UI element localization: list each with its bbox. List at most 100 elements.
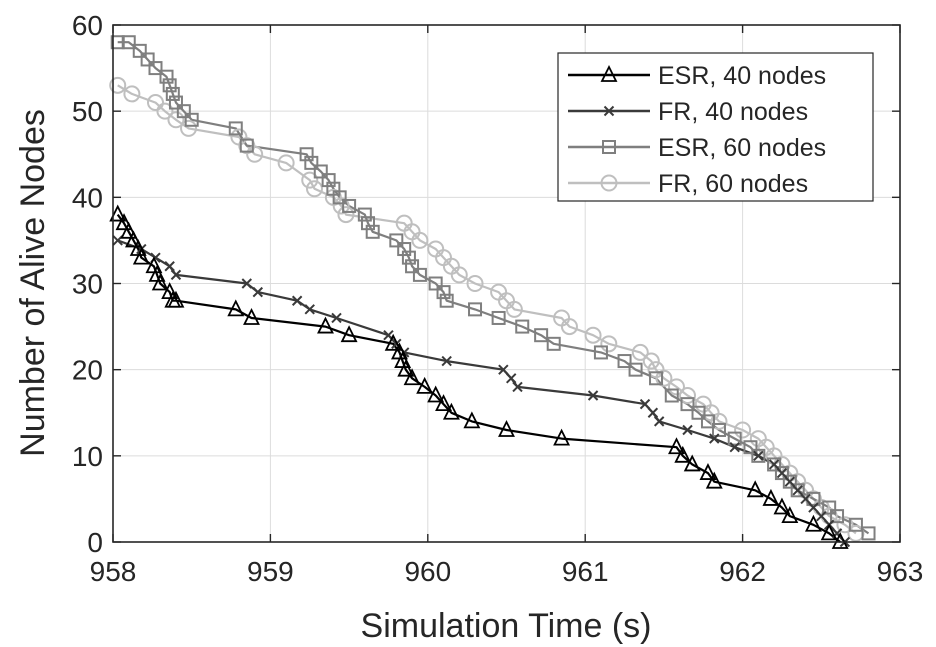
data-point-circle — [123, 85, 141, 103]
data-point-triangle — [115, 213, 133, 231]
y-tick-label: 50 — [72, 96, 103, 127]
data-point-x — [753, 450, 764, 462]
data-point-triangle — [746, 480, 764, 498]
data-point-x — [170, 269, 182, 281]
data-point-x — [506, 373, 517, 384]
y-tick-label: 30 — [72, 269, 103, 300]
data-point-triangle — [227, 299, 245, 317]
data-point-square — [162, 78, 177, 93]
data-point-circle — [156, 102, 174, 120]
x-axis-title: Simulation Time (s) — [361, 607, 652, 645]
data-point-square — [397, 242, 412, 257]
data-point-square — [751, 448, 766, 463]
legend: ESR, 40 nodes FR, 40 nodes ESR, 60 nodes FR… — [557, 52, 874, 202]
data-point-triangle — [705, 471, 723, 489]
data-point-x — [498, 364, 509, 375]
y-tick-label: 10 — [72, 441, 103, 472]
data-point-square — [822, 500, 837, 515]
x-tick-label: 961 — [562, 556, 609, 587]
data-point-square — [782, 474, 797, 489]
tick-labels: 958 959 960 961 962 963 0 10 20 30 40 50 60 — [72, 10, 924, 587]
data-point-square — [342, 198, 357, 213]
data-point-square — [357, 207, 372, 222]
data-point-circle — [600, 335, 618, 353]
data-point-square — [332, 190, 347, 205]
data-point-circle — [734, 421, 752, 439]
data-point-square — [617, 354, 632, 369]
data-point-x — [304, 304, 315, 315]
x-tick-label: 962 — [719, 556, 766, 587]
data-point-circle — [305, 180, 323, 198]
data-point-triangle — [384, 333, 402, 351]
legend-marker-triangle — [600, 64, 618, 82]
data-point-x — [816, 510, 827, 522]
data-point-square — [680, 397, 695, 412]
data-point-square — [593, 345, 608, 360]
data-point-triangle — [120, 221, 138, 239]
series-markers-1 — [112, 235, 851, 548]
data-point-square — [534, 328, 549, 343]
legend-label-1: FR, 40 nodes — [658, 98, 808, 126]
data-point-square — [121, 35, 136, 50]
data-point-square — [176, 104, 191, 119]
data-point-square — [649, 371, 664, 386]
data-point-triangle — [125, 230, 142, 248]
y-axis-title: Number of Alive Nodes — [14, 109, 52, 457]
data-point-square — [848, 517, 863, 532]
data-point-x — [112, 235, 123, 246]
data-point-circle — [411, 231, 429, 249]
data-point-square — [389, 233, 404, 248]
data-point-square — [691, 405, 706, 420]
data-point-circle — [667, 378, 685, 396]
data-point-circle — [246, 145, 264, 163]
data-point-square — [321, 173, 336, 188]
data-point-triangle — [668, 437, 685, 455]
data-point-square — [165, 86, 180, 101]
data-point-triangle — [132, 247, 150, 265]
data-point-square — [628, 362, 643, 377]
data-point-circle — [332, 197, 350, 215]
data-point-square — [664, 388, 679, 403]
data-point-triangle — [781, 506, 799, 524]
data-point-square — [140, 52, 155, 67]
data-point-square — [830, 509, 845, 524]
data-point-triangle — [109, 204, 127, 222]
data-point-x — [639, 398, 651, 410]
data-point-triangle — [820, 523, 838, 541]
data-point-circle — [337, 206, 355, 224]
legend-marker-x — [603, 105, 615, 117]
data-point-x — [291, 295, 303, 306]
data-point-triangle — [397, 359, 415, 377]
data-point-circle — [146, 94, 164, 112]
data-point-x — [776, 467, 788, 479]
data-point-triangle — [463, 411, 481, 429]
x-tick-label: 960 — [404, 556, 451, 587]
data-point-circle — [505, 300, 523, 318]
data-point-x — [768, 459, 780, 470]
data-point-square — [806, 491, 821, 506]
y-tick-label: 40 — [72, 182, 103, 213]
data-point-triangle — [167, 290, 185, 308]
data-point-triangle — [762, 488, 780, 506]
y-tick-label: 20 — [72, 355, 103, 386]
data-point-square — [439, 293, 454, 308]
x-tick-label: 959 — [247, 556, 294, 587]
data-point-x — [792, 485, 803, 496]
data-point-x — [164, 261, 175, 272]
data-point-square — [711, 422, 726, 437]
legend-label-0: ESR, 40 nodes — [658, 62, 826, 90]
data-point-square — [184, 112, 199, 127]
data-point-square — [239, 138, 254, 153]
data-point-x — [241, 278, 252, 289]
data-point-x — [647, 407, 659, 418]
data-point-square — [313, 164, 328, 179]
data-point-x — [729, 442, 740, 453]
data-point-triangle — [427, 385, 445, 403]
legend-marker-square — [602, 140, 616, 154]
data-point-triangle — [498, 419, 515, 437]
legend-label-2: ESR, 60 nodes — [658, 134, 826, 162]
data-point-square — [304, 155, 319, 170]
x-tick-label: 958 — [90, 556, 137, 587]
data-point-triangle — [317, 316, 334, 334]
